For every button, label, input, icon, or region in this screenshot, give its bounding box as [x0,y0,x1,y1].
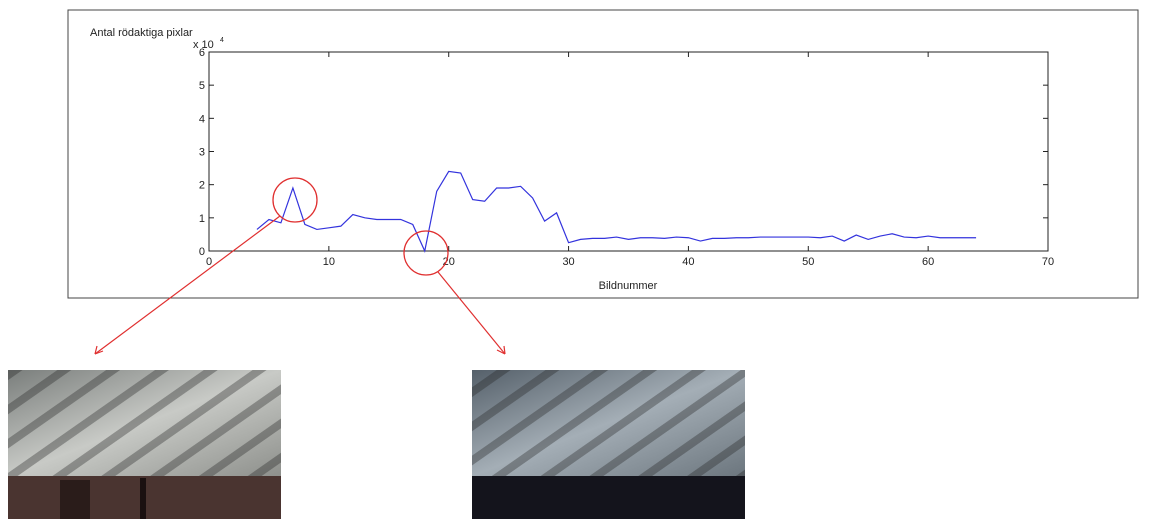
y-tick-label: 1 [199,213,205,225]
x-tick-label: 60 [922,256,934,268]
x-tick-label: 30 [562,256,574,268]
photo [8,370,281,519]
figure: Antal rödaktiga pixlar x 10 4 Bildnummer… [0,0,1151,519]
y-tick-label: 5 [199,80,205,92]
page: Antal rödaktiga pixlar x 10 4 Bildnummer… [0,0,1151,519]
photo [472,370,745,519]
y-tick-label: 2 [199,180,205,192]
y-axis-title: Antal rödaktiga pixlar [90,27,193,39]
y-multiplier-exponent: 4 [220,37,224,44]
x-tick-label: 40 [682,256,694,268]
y-tick-label: 0 [199,246,205,258]
y-tick-label: 4 [199,113,205,125]
x-tick-label: 0 [206,256,212,268]
x-axis-title: Bildnummer [599,280,658,292]
x-tick-label: 20 [443,256,455,268]
y-tick-label: 3 [199,147,205,159]
x-tick-label: 10 [323,256,335,268]
y-tick-label: 6 [199,47,205,59]
x-tick-label: 70 [1042,256,1054,268]
x-tick-label: 50 [802,256,814,268]
